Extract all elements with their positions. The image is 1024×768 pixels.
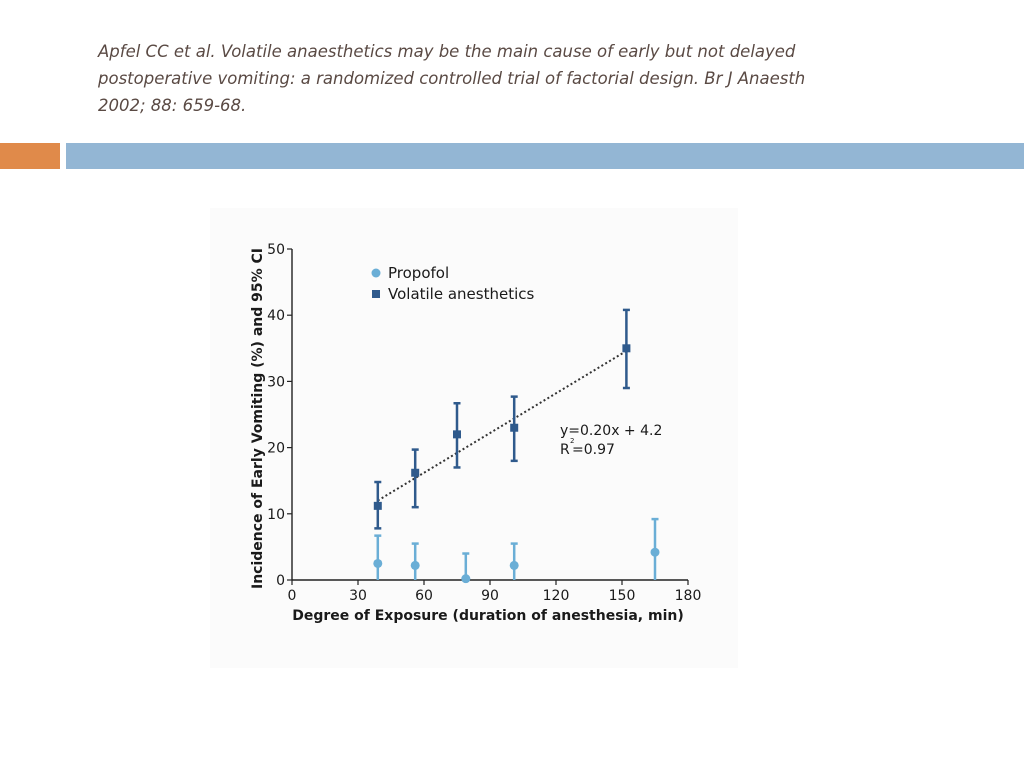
legend-marker-volatile bbox=[372, 290, 380, 298]
chart-axes: 0 30 60 90 120 150 180 0 10 20 30 40 50 Degree of Exp… bbox=[250, 242, 701, 624]
x-tick-label: 120 bbox=[543, 588, 570, 604]
x-tick-label: 30 bbox=[349, 588, 367, 604]
citation-line-3: 2002; 88: 659-68. bbox=[98, 96, 247, 115]
chart-background bbox=[210, 208, 738, 668]
y-tick-label: 0 bbox=[276, 573, 285, 589]
legend-label: Volatile anesthetics bbox=[388, 285, 535, 303]
volatile-point bbox=[411, 468, 420, 477]
chart-legend: Propofol Volatile anesthetics bbox=[371, 264, 535, 303]
r2-value: =0.97 bbox=[572, 442, 615, 458]
trendline bbox=[377, 350, 627, 502]
y-tick-label: 20 bbox=[267, 441, 285, 457]
y-tick-label: 40 bbox=[267, 308, 285, 324]
volatile-point bbox=[622, 344, 631, 353]
propofol-point bbox=[650, 547, 660, 557]
accent-bar-blue bbox=[66, 143, 1024, 169]
propofol-point bbox=[509, 560, 519, 570]
citation-line-2: postoperative vomiting: a randomized con… bbox=[98, 69, 806, 88]
y-tick-label: 50 bbox=[267, 242, 285, 258]
x-tick-label: 60 bbox=[415, 588, 433, 604]
y-axis-title: Incidence of Early Vomiting (%) and 95% … bbox=[250, 248, 266, 589]
citation: Apfel CC et al. Volatile anaesthetics ma… bbox=[98, 38, 898, 119]
r2-label: R bbox=[560, 442, 570, 458]
legend-marker-propofol bbox=[371, 268, 381, 278]
volatile-point bbox=[373, 501, 382, 510]
propofol-point bbox=[373, 558, 383, 568]
volatile-point bbox=[510, 423, 519, 432]
y-tick-label: 10 bbox=[267, 507, 285, 523]
x-tick-label: 0 bbox=[288, 588, 297, 604]
volatile-point bbox=[453, 430, 461, 439]
propofol-point bbox=[461, 574, 471, 584]
x-tick-label: 90 bbox=[481, 588, 499, 604]
equation-text: y=0.20x + 4.2 bbox=[560, 423, 662, 439]
citation-line-1: Apfel CC et al. Volatile anaesthetics ma… bbox=[98, 42, 796, 61]
x-tick-label: 150 bbox=[609, 588, 636, 604]
legend-label: Propofol bbox=[388, 264, 449, 282]
trendline-equation: y=0.20x + 4.2 R2=0.97 bbox=[560, 423, 662, 458]
r2-superscript: 2 bbox=[570, 437, 574, 445]
accent-bar-orange bbox=[0, 143, 60, 169]
y-tick-label: 30 bbox=[267, 374, 285, 390]
chart-series bbox=[373, 308, 660, 584]
propofol-point bbox=[410, 560, 420, 570]
x-tick-label: 180 bbox=[675, 588, 702, 604]
x-axis-title: Degree of Exposure (duration of anesthes… bbox=[292, 608, 684, 624]
